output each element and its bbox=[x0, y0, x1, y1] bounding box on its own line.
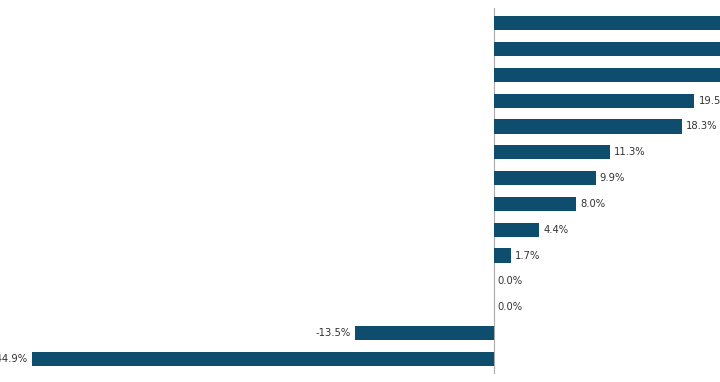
Bar bbox=[494, 171, 595, 185]
Bar bbox=[494, 197, 576, 211]
Bar bbox=[494, 94, 694, 108]
Bar bbox=[494, 145, 610, 159]
Text: -13.5%: -13.5% bbox=[315, 328, 351, 338]
Bar bbox=[494, 42, 720, 56]
Bar bbox=[494, 223, 539, 237]
Bar bbox=[494, 16, 720, 30]
Bar bbox=[32, 352, 494, 366]
Text: 18.3%: 18.3% bbox=[686, 121, 718, 131]
Text: -44.9%: -44.9% bbox=[0, 354, 28, 364]
Text: 0.0%: 0.0% bbox=[498, 277, 523, 286]
Bar bbox=[355, 326, 494, 340]
Text: 1.7%: 1.7% bbox=[516, 251, 541, 261]
Text: 19.5%: 19.5% bbox=[698, 96, 720, 105]
Text: 4.4%: 4.4% bbox=[543, 225, 568, 235]
Bar bbox=[494, 119, 682, 134]
Bar bbox=[494, 248, 511, 263]
Text: 9.9%: 9.9% bbox=[600, 173, 625, 183]
Text: 0.0%: 0.0% bbox=[498, 302, 523, 312]
Bar bbox=[494, 68, 720, 82]
Text: 11.3%: 11.3% bbox=[614, 147, 646, 157]
Text: 8.0%: 8.0% bbox=[580, 199, 606, 209]
